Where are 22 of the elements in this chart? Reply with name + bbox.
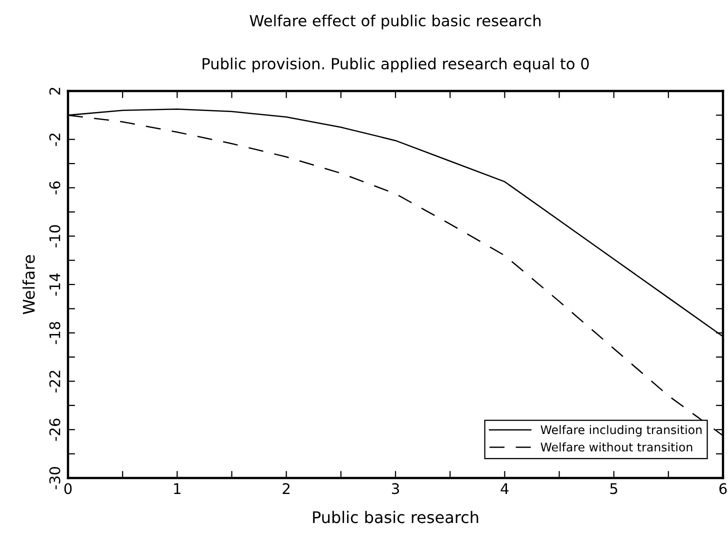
chart-subtitle: Public provision. Public applied research equal to 0: [202, 58, 589, 72]
y-tick-label: -6: [49, 181, 60, 194]
x-tick-label: 4: [500, 483, 508, 494]
y-tick-label: -18: [49, 322, 60, 344]
legend-label: Welfare including transition: [540, 425, 702, 436]
y-tick-label: -14: [49, 273, 60, 296]
y-tick-label: -30: [49, 467, 60, 490]
x-tick-label: 6: [719, 483, 727, 494]
x-axis-title: Public basic research: [313, 510, 478, 524]
x-tick-label: 5: [610, 483, 618, 494]
y-tick-label: -26: [49, 418, 60, 441]
x-tick-label: 0: [64, 483, 72, 494]
y-axis-title: Welfare: [22, 255, 35, 314]
legend-label: Welfare without transition: [540, 442, 692, 452]
x-tick-label: 2: [282, 483, 290, 494]
chart-title: Welfare effect of public basic research: [250, 14, 540, 30]
x-tick-label: 3: [392, 483, 399, 494]
x-tick-label: 1: [174, 483, 180, 494]
y-tick-label: -10: [49, 225, 60, 248]
y-tick-label: -22: [49, 370, 60, 392]
y-tick-label: -2: [49, 134, 60, 146]
y-tick-label: 2: [49, 88, 60, 95]
